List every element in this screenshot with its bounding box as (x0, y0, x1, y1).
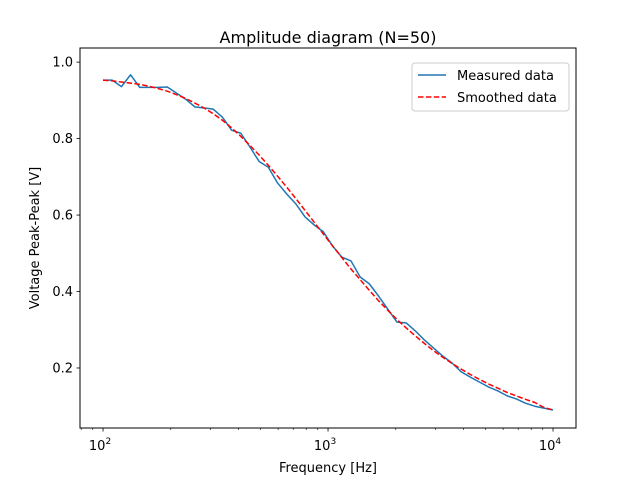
x-tick-base: 10 (89, 439, 106, 454)
chart-title: Amplitude diagram (N=50) (220, 28, 437, 47)
x-axis-label: Frequency [Hz] (279, 461, 377, 476)
y-tick-label: 0.2 (52, 361, 73, 376)
legend-box (411, 62, 570, 112)
x-tick-exponent: 2 (105, 437, 111, 447)
x-tick-exponent: 4 (555, 437, 561, 447)
series-layer (102, 74, 554, 411)
y-tick-label: 0.8 (52, 132, 73, 147)
y-tick-label: 0.4 (52, 285, 73, 300)
x-tick-label: 104 (539, 437, 562, 454)
series-line-smoothed (102, 79, 554, 411)
x-axis-ticks: 102 103 104 (80, 428, 562, 454)
x-tick-base: 10 (314, 439, 331, 454)
legend: Measured data Smoothed data (411, 62, 570, 112)
x-tick-base: 10 (539, 439, 556, 454)
x-tick-label: 103 (314, 437, 336, 454)
y-axis-label: Voltage Peak-Peak [V] (28, 167, 43, 310)
x-tick-label: 102 (89, 437, 111, 454)
y-axis-ticks: 0.2 0.4 0.6 0.8 1.0 (52, 56, 80, 376)
legend-label-measured: Measured data (457, 69, 554, 84)
y-tick-label: 0.6 (52, 209, 73, 224)
x-tick-exponent: 3 (330, 437, 336, 447)
y-tick-label: 1.0 (52, 56, 73, 71)
legend-label-smoothed: Smoothed data (457, 91, 557, 106)
